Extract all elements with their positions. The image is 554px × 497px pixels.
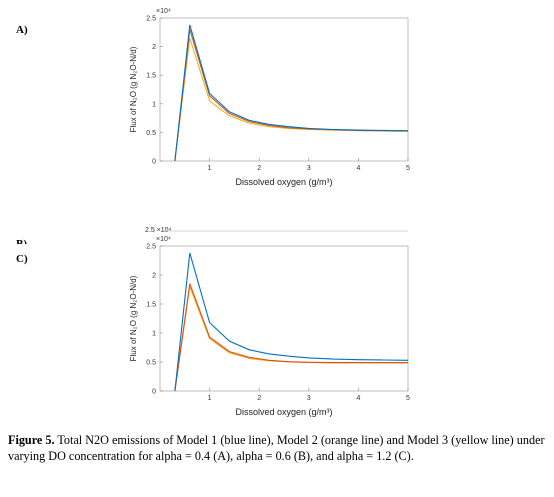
panel-label-c: C) [16, 253, 28, 265]
plot-frame [159, 17, 409, 162]
panel-label-a: A) [16, 24, 28, 36]
y-tick-label: 1 [152, 331, 156, 338]
y-tick-label: 1.5 [146, 302, 156, 309]
x-tick-label: 5 [406, 165, 410, 172]
chart-panel-c: 0 0.5 1 1.5 2 2.5 1 2 3 4 5 ×10⁴ Dissolved oxygen (g… [129, 236, 410, 417]
y-tick-label: 2 [152, 44, 156, 51]
y-tick-label: 2 [152, 273, 156, 280]
x-tick-label: 1 [208, 395, 212, 402]
y-multiplier: ×10⁴ [156, 8, 171, 15]
panel-b-remnant: 2.5 ×10⁴ [145, 227, 408, 234]
caption-text: Total N2O emissions of Model 1 (blue lin… [8, 433, 545, 463]
x-tick-label: 3 [307, 395, 311, 402]
y-tick-label: 0.5 [146, 360, 156, 367]
y-tick-label: 2.5 [146, 244, 156, 251]
x-tick-label: 4 [356, 395, 360, 402]
plot-frame [159, 245, 409, 392]
x-axis-label: Dissolved oxygen (g/m³) [235, 177, 332, 187]
panel-b-multiplier-remnant: 2.5 ×10⁴ [145, 227, 172, 234]
x-tick-label: 2 [257, 395, 261, 402]
series-line-model-3 [174, 286, 408, 392]
series-line-model-2 [174, 283, 408, 392]
y-tick-label: 0 [152, 389, 156, 396]
y-multiplier: ×10⁴ [156, 236, 171, 243]
figure-caption: Figure 5. Total N2O emissions of Model 1… [8, 432, 548, 464]
y-axis-label: Flux of N₂O (g N₂O-N/d) [129, 46, 138, 132]
series-line-model-3 [174, 37, 409, 162]
x-tick-label: 4 [356, 165, 360, 172]
chart-panel-a: 0 0.5 1 1.5 2 2.5 1 2 3 4 5 ×10⁴ Dissolved oxygen (g… [129, 8, 410, 187]
y-tick-label: 0.5 [146, 130, 156, 137]
y-tick-label: 1 [152, 101, 156, 108]
y-tick-label: 2.5 [146, 16, 156, 23]
series-line-model-1 [174, 252, 409, 392]
x-axis-label: Dissolved oxygen (g/m³) [235, 407, 332, 417]
y-tick-label: 0 [152, 159, 156, 166]
y-axis-label: Flux of N₂O (g N₂O-N/d) [129, 275, 138, 361]
x-tick-label: 2 [257, 165, 261, 172]
series-line-model-2 [174, 29, 409, 162]
series-line-model-1 [174, 24, 409, 162]
caption-lead: Figure 5. [8, 433, 55, 447]
x-tick-label: 3 [307, 165, 311, 172]
x-tick-label: 1 [208, 165, 212, 172]
panel-label-b: B) [16, 238, 27, 244]
x-tick-label: 5 [406, 395, 410, 402]
y-tick-label: 1.5 [146, 73, 156, 80]
